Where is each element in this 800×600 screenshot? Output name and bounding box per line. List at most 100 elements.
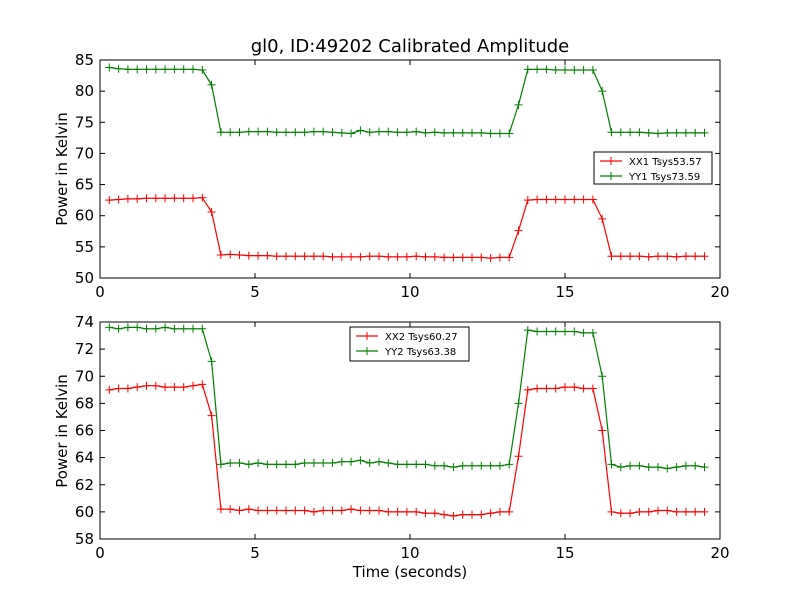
data-point xyxy=(477,253,486,262)
y-tick-label: 80 xyxy=(75,82,94,100)
data-point xyxy=(421,509,430,518)
data-point xyxy=(356,506,365,515)
data-point xyxy=(142,194,151,203)
data-point xyxy=(375,457,383,466)
data-point xyxy=(570,383,579,392)
series-line xyxy=(109,197,705,259)
data-point xyxy=(300,128,309,137)
data-point xyxy=(635,507,644,516)
chart-title: gl0, ID:49202 Calibrated Amplitude xyxy=(251,36,570,57)
data-point xyxy=(533,195,542,204)
data-point xyxy=(142,324,151,333)
data-point xyxy=(319,506,328,515)
data-point xyxy=(672,507,681,516)
x-tick-label: 10 xyxy=(400,544,419,562)
data-point xyxy=(449,463,458,472)
data-point xyxy=(654,506,662,515)
data-point xyxy=(421,128,430,137)
data-point xyxy=(235,459,244,468)
data-point xyxy=(235,250,244,259)
data-point xyxy=(663,128,672,137)
x-tick-label: 15 xyxy=(555,283,574,301)
data-point xyxy=(635,128,644,137)
data-point xyxy=(551,384,560,393)
y-tick-label: 62 xyxy=(75,476,94,494)
data-point xyxy=(542,65,551,74)
data-point xyxy=(644,128,653,137)
data-point xyxy=(412,460,421,469)
data-point xyxy=(216,250,225,259)
data-point xyxy=(300,506,309,515)
data-point xyxy=(272,128,281,137)
data-point xyxy=(356,252,365,261)
data-point xyxy=(468,253,476,262)
data-point xyxy=(607,460,616,469)
legend-marker xyxy=(607,157,615,165)
data-point xyxy=(607,507,616,516)
legend-marker xyxy=(363,332,371,340)
data-point xyxy=(384,459,393,468)
data-point xyxy=(328,459,337,468)
y-axis-label-top: Power in Kelvin xyxy=(53,112,71,226)
data-point xyxy=(337,457,346,466)
data-point xyxy=(198,193,207,202)
data-point xyxy=(235,506,244,515)
data-point xyxy=(226,505,235,514)
data-point xyxy=(365,252,374,261)
data-point xyxy=(133,383,142,392)
y-tick-label: 72 xyxy=(75,340,94,358)
data-point xyxy=(430,461,439,470)
data-point xyxy=(486,129,495,138)
data-point xyxy=(254,459,263,468)
data-point xyxy=(533,384,542,393)
subplot-top: 0 5 10 15 20 50 55 60 65 70 75 80 85 Power in Kelvin… xyxy=(53,51,730,301)
data-point xyxy=(495,253,504,262)
data-point xyxy=(681,461,690,470)
data-point xyxy=(161,194,170,203)
data-point xyxy=(151,324,160,333)
data-point xyxy=(561,383,569,392)
data-point xyxy=(393,128,402,137)
data-point xyxy=(207,357,216,366)
data-point xyxy=(412,252,421,261)
x-tick-label: 0 xyxy=(95,283,105,301)
data-point xyxy=(495,129,504,138)
data-point xyxy=(579,384,588,393)
data-point xyxy=(523,65,532,74)
data-point xyxy=(291,506,300,515)
data-point xyxy=(626,461,635,470)
data-point xyxy=(179,194,188,203)
data-point xyxy=(654,252,662,261)
data-point xyxy=(244,127,253,136)
data-point xyxy=(375,252,383,261)
data-point xyxy=(626,252,635,261)
data-point xyxy=(421,252,430,261)
y-tick-label: 55 xyxy=(75,238,94,256)
data-point xyxy=(440,510,449,519)
data-point xyxy=(216,128,225,137)
data-point xyxy=(384,127,393,136)
y-tick-label: 50 xyxy=(75,269,94,287)
data-point xyxy=(626,128,635,137)
data-point xyxy=(300,252,309,261)
legend-label: XX2 Tsys60.27 xyxy=(385,332,458,343)
data-point xyxy=(691,252,700,261)
data-point xyxy=(282,128,290,137)
data-point xyxy=(514,452,523,461)
data-point xyxy=(114,195,123,204)
data-point xyxy=(189,324,197,333)
data-point xyxy=(189,65,197,74)
data-point xyxy=(179,65,188,74)
data-point xyxy=(700,463,709,472)
data-point xyxy=(384,252,393,261)
x-tick-label: 20 xyxy=(710,544,729,562)
data-point xyxy=(384,507,393,516)
data-point xyxy=(449,253,458,262)
data-point xyxy=(244,251,253,260)
data-point xyxy=(505,507,514,516)
data-point xyxy=(542,195,551,204)
data-point xyxy=(495,507,504,516)
data-point xyxy=(375,127,383,136)
data-point xyxy=(607,252,616,261)
